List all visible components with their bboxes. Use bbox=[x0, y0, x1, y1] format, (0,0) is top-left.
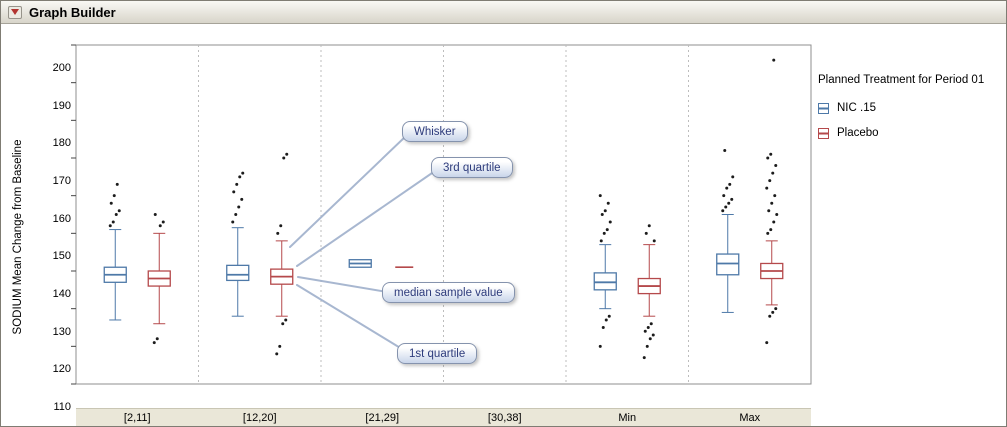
disclosure-triangle-icon[interactable] bbox=[8, 5, 22, 19]
callout-whisker[interactable]: Whisker bbox=[402, 121, 468, 142]
y-tick-label: 170 bbox=[52, 175, 71, 187]
x-tick-label: [30,38] bbox=[487, 412, 522, 424]
boxplot-swatch-icon bbox=[818, 127, 829, 139]
legend-title: Planned Treatment for Period 01 bbox=[818, 74, 985, 86]
y-tick-label: 110 bbox=[53, 401, 71, 413]
legend-label: Placebo bbox=[837, 127, 879, 139]
y-tick-label: 150 bbox=[52, 250, 71, 263]
report-title-bar: Graph Builder bbox=[1, 1, 1006, 24]
y-tick-label: 200 bbox=[52, 62, 71, 74]
y-tick-label: 160 bbox=[52, 212, 71, 225]
y-tick-label: 130 bbox=[52, 325, 71, 338]
legend-label: NIC .15 bbox=[837, 102, 876, 114]
callout-3rd-quartile[interactable]: 3rd quartile bbox=[431, 157, 513, 178]
x-tick-label: Min bbox=[618, 412, 637, 424]
y-tick-label: 120 bbox=[52, 363, 71, 376]
callout-median-sample-value[interactable]: median sample value bbox=[382, 282, 515, 303]
y-tick-label: 180 bbox=[52, 137, 71, 150]
y-axis-tick-labels: 110 120 130 140 150 160 170 180 190 200 bbox=[31, 24, 71, 426]
y-tick-label: 140 bbox=[52, 288, 71, 300]
x-tick-label: Max bbox=[739, 412, 761, 424]
x-tick-label: [21,29] bbox=[365, 412, 400, 424]
y-tick-label: 190 bbox=[52, 99, 71, 112]
chart-title: SODIUM Mean Change from Baseline by Time… bbox=[164, 51, 723, 66]
boxplot-swatch-icon bbox=[818, 102, 829, 114]
x-axis-category-strip: [2,11] [12,20] [21,29] [30,38] Min Max bbox=[76, 408, 811, 426]
y-axis-title: SODIUM Mean Change from Baseline bbox=[12, 139, 24, 335]
callout-1st-quartile[interactable]: 1st quartile bbox=[397, 343, 478, 364]
x-tick-label: [2,11] bbox=[123, 412, 151, 424]
x-tick-label: [12,20] bbox=[242, 412, 277, 424]
report-content: SODIUM Mean Change from Baseline by Time… bbox=[1, 24, 1006, 426]
window-title: Graph Builder bbox=[29, 4, 116, 20]
legend: Planned Treatment for Period 01 NIC .15 … bbox=[818, 74, 984, 152]
legend-entry-placebo[interactable]: Placebo bbox=[818, 127, 984, 139]
legend-entry-nic15[interactable]: NIC .15 bbox=[818, 102, 984, 114]
